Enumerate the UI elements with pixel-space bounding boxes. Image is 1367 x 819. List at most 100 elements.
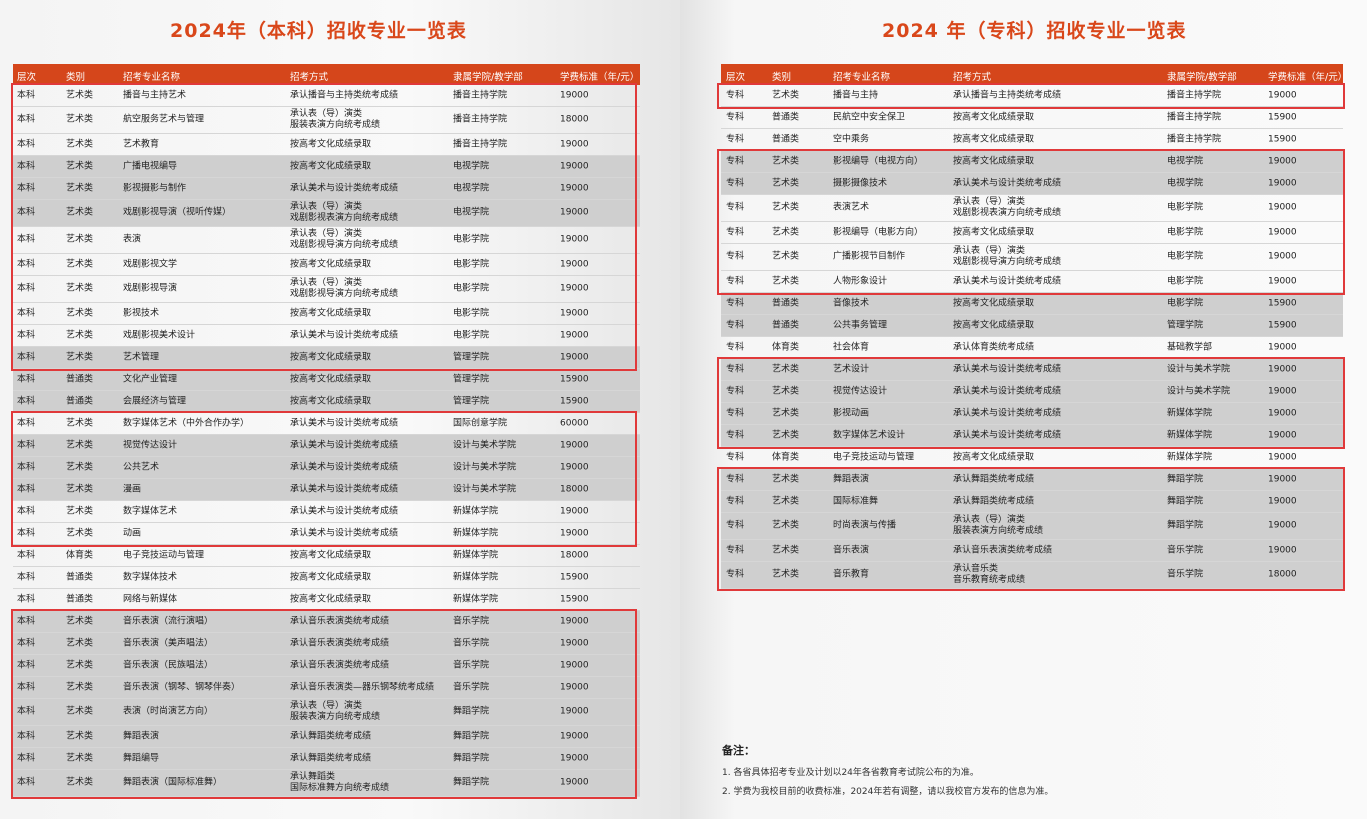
cell-major: 广播电视编导 [123,161,178,171]
table-row: 本科 艺术类 视觉传达设计 承认美术与设计类统考成绩 设计与美术学院 19000 [13,435,640,457]
table-row: 本科 艺术类 漫画 承认美术与设计类统考成绩 设计与美术学院 18000 [13,479,640,501]
cell-category: 艺术类 [66,330,94,340]
cell-category: 艺术类 [772,496,800,506]
cell-tuition: 19000 [1268,520,1297,531]
cell-level: 专科 [726,496,745,506]
cell-college: 舞蹈学院 [453,777,490,788]
cell-admission-method: 按高考文化成绩录取 [290,259,372,269]
cell-tuition: 15900 [560,396,589,406]
cell-category: 艺术类 [772,569,800,580]
cell-level: 本科 [17,572,36,582]
cell-major: 数字媒体艺术（中外合作办学） [123,418,250,428]
cell-admission-method: 承认美术与设计类统考成绩 [953,276,1062,286]
cell-college: 新媒体学院 [453,594,499,604]
cell-college: 舞蹈学院 [453,753,490,763]
cell-major: 广播影视节目制作 [833,251,906,262]
cell-level: 专科 [726,520,745,531]
cell-admission-method: 承认音乐表演类统考成绩 [953,545,1053,555]
cell-category: 艺术类 [66,682,94,692]
cell-tuition: 19000 [560,308,589,318]
table-row: 专科 艺术类 播音与主持 承认播音与主持类统考成绩 播音主持学院 19000 [721,85,1343,107]
cell-admission-method: 承认美术与设计类统考成绩 [953,386,1062,396]
cell-admission-method: 承认美术与设计类统考成绩 [953,408,1062,418]
cell-major: 漫画 [123,484,142,494]
cell-college: 播音主持学院 [1167,90,1222,100]
cell-category: 艺术类 [66,638,94,648]
cell-admission-method: 承认美术与设计类统考成绩 [290,440,399,450]
cell-category: 艺术类 [66,114,94,125]
cell-level: 专科 [726,474,745,484]
table-row: 本科 普通类 会展经济与管理 按高考文化成绩录取 管理学院 15900 [13,391,640,413]
right-page-title: 2024 年（专科）招收专业一览表 [882,20,1187,42]
table-row: 本科 普通类 文化产业管理 按高考文化成绩录取 管理学院 15900 [13,369,640,391]
header-college: 隶属学院/教学部 [453,72,523,83]
cell-level: 本科 [17,374,36,384]
table-row: 本科 艺术类 戏剧影视文学 按高考文化成绩录取 电影学院 19000 [13,254,640,276]
cell-level: 专科 [726,90,745,100]
cell-admission-method: 按高考文化成绩录取 [290,308,372,318]
cell-admission-method: 承认美术与设计类统考成绩 [290,506,399,516]
cell-major: 舞蹈表演（国际标准舞） [123,777,223,788]
cell-college: 音乐学院 [453,682,490,692]
cell-admission-method: 承认表（导）演类 服装表演方向统考成绩 [290,109,381,130]
cell-major: 时尚表演与传播 [833,520,897,531]
cell-category: 艺术类 [66,352,94,362]
cell-tuition: 19000 [1268,276,1297,286]
notes-section: 备注： 1. 各省具体招考专业及计划以24年各省教育考试院公布的为准。 2. 学… [722,742,1053,803]
table-row: 本科 艺术类 数字媒体艺术 承认美术与设计类统考成绩 新媒体学院 19000 [13,501,640,523]
cell-tuition: 19000 [560,462,589,472]
cell-admission-method: 按高考文化成绩录取 [953,156,1035,166]
cell-college: 电视学院 [1167,156,1204,166]
cell-college: 播音主持学院 [453,139,508,149]
cell-tuition: 19000 [560,259,589,269]
cell-category: 艺术类 [66,484,94,494]
cell-admission-method: 按高考文化成绩录取 [290,594,372,604]
cell-tuition: 19000 [1268,227,1297,237]
cell-tuition: 19000 [560,682,589,692]
cell-tuition: 19000 [1268,430,1297,440]
header-college: 隶属学院/教学部 [1167,72,1237,83]
table-row: 本科 艺术类 影视摄影与制作 承认美术与设计类统考成绩 电视学院 19000 [13,178,640,200]
table-row: 专科 艺术类 影视编导（电影方向） 按高考文化成绩录取 电影学院 19000 [721,222,1343,244]
cell-category: 普通类 [66,396,94,406]
cell-major: 数字媒体技术 [123,572,178,582]
cell-level: 本科 [17,638,36,648]
cell-level: 专科 [726,386,745,396]
table-row: 本科 艺术类 戏剧影视导演（视听传媒） 承认表（导）演类 戏剧影视表演方向统考成绩 电视… [13,200,640,227]
cell-major: 影视摄影与制作 [123,183,187,193]
cell-admission-method: 承认音乐类 音乐教育统考成绩 [953,564,1026,585]
cell-level: 本科 [17,731,36,741]
cell-college: 电视学院 [1167,178,1204,188]
cell-tuition: 19000 [560,528,589,538]
header-admission-method: 招考方式 [290,72,329,83]
header-major: 招考专业名称 [833,72,891,83]
cell-category: 艺术类 [66,731,94,741]
cell-tuition: 18000 [560,114,589,125]
cell-category: 艺术类 [772,251,800,262]
table-header: 层次 类别 招考专业名称 招考方式 隶属学院/教学部 学费标准（年/元） [13,64,640,85]
cell-admission-method: 按高考文化成绩录取 [953,227,1035,237]
cell-major: 表演 [123,234,142,245]
cell-tuition: 18000 [560,484,589,494]
cell-tuition: 15900 [560,572,589,582]
cell-admission-method: 按高考文化成绩录取 [290,550,372,560]
cell-major: 播音与主持艺术 [123,90,187,100]
cell-level: 专科 [726,298,745,308]
cell-level: 本科 [17,616,36,626]
cell-level: 专科 [726,452,745,462]
table-row: 本科 艺术类 艺术管理 按高考文化成绩录取 管理学院 19000 [13,347,640,369]
cell-category: 体育类 [772,452,800,462]
cell-level: 本科 [17,259,36,269]
cell-major: 数字媒体艺术设计 [833,430,906,440]
cell-college: 音乐学院 [1167,569,1204,580]
cell-level: 专科 [726,430,745,440]
cell-category: 艺术类 [66,753,94,763]
cell-level: 专科 [726,112,745,122]
table-row: 本科 艺术类 音乐表演（流行演唱） 承认音乐表演类统考成绩 音乐学院 19000 [13,611,640,633]
cell-level: 本科 [17,440,36,450]
cell-major: 人物形象设计 [833,276,888,286]
note-item: 2. 学费为我校目前的收费标准，2024年若有调整，请以我校官方发布的信息为准。 [722,787,1054,797]
table-row: 专科 普通类 公共事务管理 按高考文化成绩录取 管理学院 15900 [721,315,1343,337]
cell-college: 音乐学院 [1167,545,1204,555]
cell-level: 专科 [726,251,745,262]
